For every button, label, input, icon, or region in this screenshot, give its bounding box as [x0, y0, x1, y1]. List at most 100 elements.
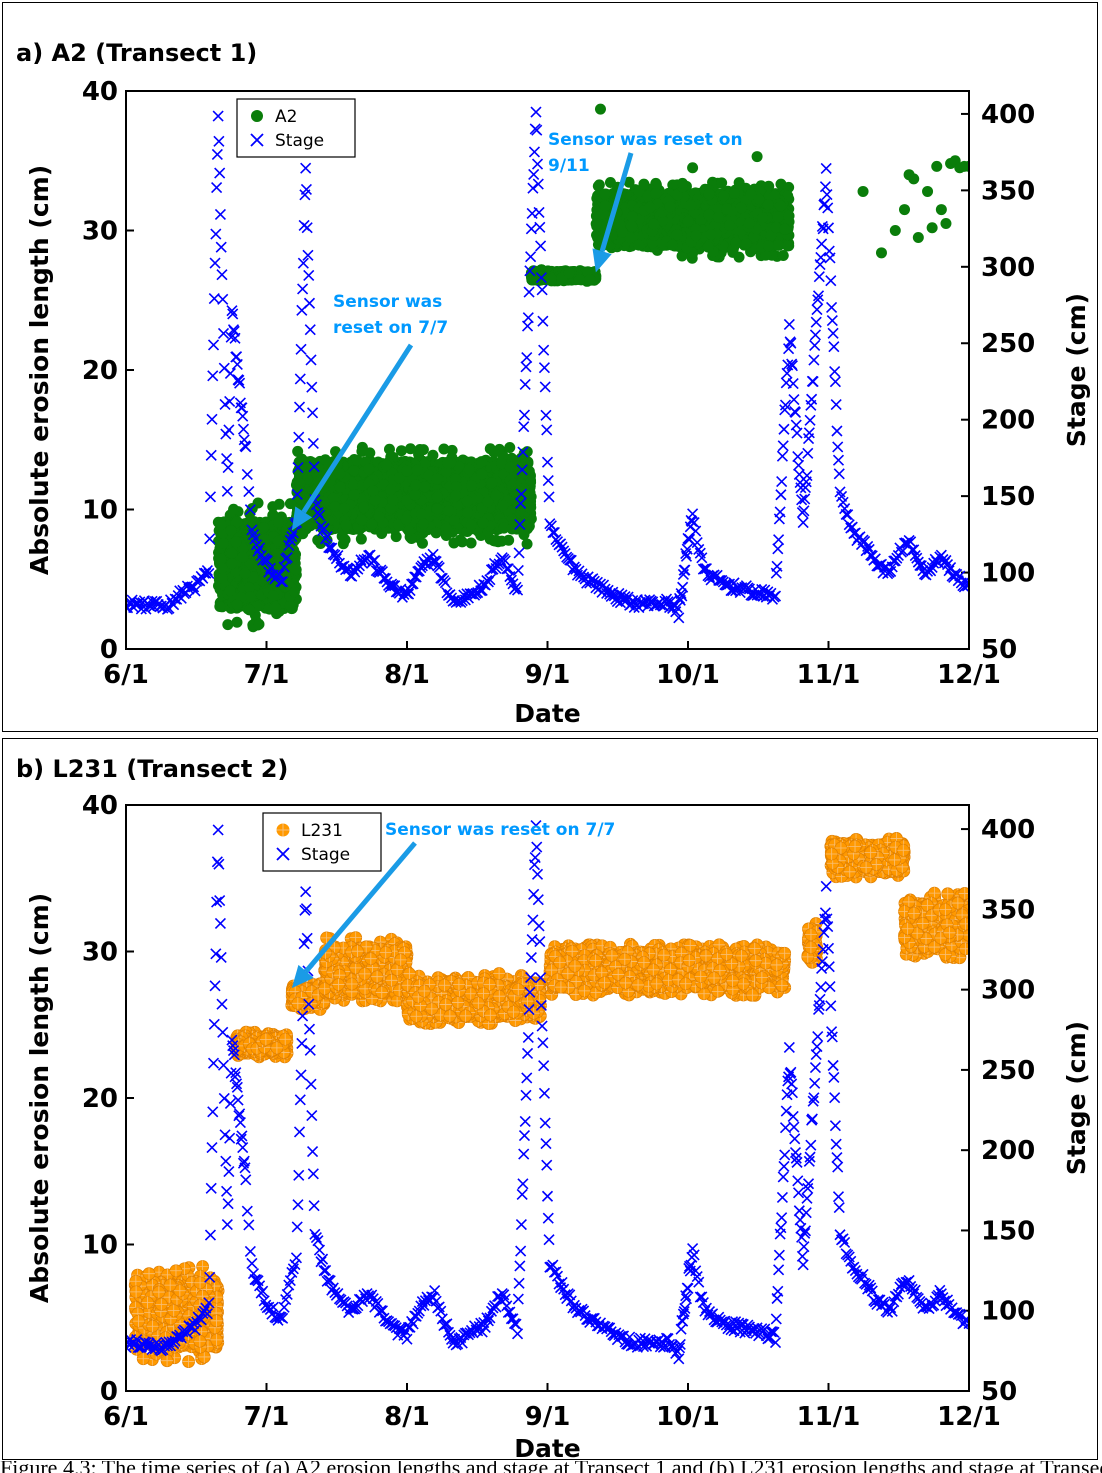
a2-point — [290, 564, 302, 576]
y2-tick-label: 350 — [981, 176, 1035, 206]
a2-point — [573, 274, 585, 286]
a2-point — [705, 228, 717, 240]
a2-point — [650, 188, 662, 200]
series-segment — [590, 176, 795, 264]
a2-point — [774, 200, 786, 212]
a2-point — [477, 517, 489, 529]
a2-point — [334, 468, 346, 480]
a2-point — [416, 537, 428, 549]
a2-point — [490, 489, 502, 501]
a2-point — [348, 465, 360, 477]
y2-tick-label: 100 — [981, 559, 1035, 589]
a2-point — [450, 490, 462, 502]
a2-point — [228, 503, 240, 515]
y-tick-label: 20 — [82, 356, 118, 386]
a2-point — [215, 519, 227, 531]
y2-tick-label: 400 — [981, 100, 1035, 130]
a2-point — [713, 203, 725, 215]
a2-point — [724, 219, 736, 231]
a2-point — [295, 461, 307, 473]
a2-point — [401, 494, 413, 506]
a2-point — [355, 533, 367, 545]
a2-point — [504, 461, 516, 473]
y2-tick-label: 300 — [981, 253, 1035, 283]
a2-point — [417, 444, 429, 456]
a2-point — [496, 457, 508, 469]
a2-point — [369, 494, 381, 506]
a2-point — [339, 534, 351, 546]
a2-point — [520, 456, 532, 468]
a2-point — [506, 523, 518, 535]
a2-point — [243, 604, 255, 616]
a2-point — [461, 495, 473, 507]
a2-point — [334, 481, 346, 493]
a2-point — [419, 481, 431, 493]
a2-point — [403, 525, 415, 537]
a2-point — [702, 241, 714, 253]
a2-point — [440, 466, 452, 478]
a2-point — [329, 501, 341, 513]
a2-point — [779, 223, 791, 235]
a2-point — [340, 519, 352, 531]
y-tick-label: 40 — [82, 77, 118, 107]
a2-point — [243, 582, 255, 594]
a2-point — [366, 518, 378, 530]
a2-point — [364, 447, 376, 459]
a2-point — [258, 533, 270, 545]
a2-point — [226, 547, 238, 559]
a2-point — [599, 188, 611, 200]
a2-point — [367, 485, 379, 497]
a2-point — [348, 479, 360, 491]
a2-point — [318, 496, 330, 508]
chart-a-svg: a) A2 (Transect 1)6/1 7/1 8/1 9/1 10/1 11/1 12… — [16, 39, 1091, 728]
a2-point — [385, 484, 397, 496]
panel-title: a) A2 (Transect 1) — [16, 39, 257, 67]
a2-point — [387, 494, 399, 506]
a2-point — [243, 516, 255, 528]
a2-point — [258, 522, 270, 534]
a2-point — [626, 211, 638, 223]
a2-point — [783, 181, 795, 193]
y-tick-label: 0 — [100, 635, 118, 665]
x-tick-label: 6/1 — [103, 660, 149, 690]
a2-point — [430, 527, 442, 539]
a2-point — [231, 598, 243, 610]
a2-point — [450, 481, 462, 493]
a2-point — [733, 251, 745, 263]
a2-point — [506, 514, 518, 526]
a2-point — [380, 459, 392, 471]
a2-point — [393, 472, 405, 484]
a2-point — [247, 571, 259, 583]
x-tick-label: 10/1 — [656, 660, 720, 690]
a2-point — [448, 514, 460, 526]
a2-point — [498, 522, 510, 534]
a2-point — [520, 520, 532, 532]
a2-point — [765, 229, 777, 241]
a2-point — [488, 446, 500, 458]
x-tick-label: 9/1 — [525, 660, 571, 690]
x-axis-label: Date — [514, 699, 581, 728]
a2-point — [237, 543, 249, 555]
a2-point — [623, 176, 635, 188]
y2-tick-label: 250 — [981, 329, 1035, 359]
a2-point — [222, 619, 234, 631]
a2-point — [760, 249, 772, 261]
a2-point — [518, 529, 530, 541]
a2-point — [256, 564, 268, 576]
a2-point — [440, 530, 452, 542]
x-tick-label: 11/1 — [797, 660, 861, 690]
a2-point — [504, 442, 516, 454]
a2-point — [666, 239, 678, 251]
a2-point — [348, 489, 360, 501]
a2-point — [231, 616, 243, 628]
a2-point — [327, 492, 339, 504]
x-tick-label: 12/1 — [937, 660, 1001, 690]
a2-point — [476, 468, 488, 480]
a2-point — [294, 493, 306, 505]
y2-tick-label: 150 — [981, 482, 1035, 512]
a2-point — [273, 516, 285, 528]
a2-point — [462, 507, 474, 519]
a2-point — [638, 178, 650, 190]
a2-point — [418, 518, 430, 530]
a2-point — [225, 524, 237, 536]
